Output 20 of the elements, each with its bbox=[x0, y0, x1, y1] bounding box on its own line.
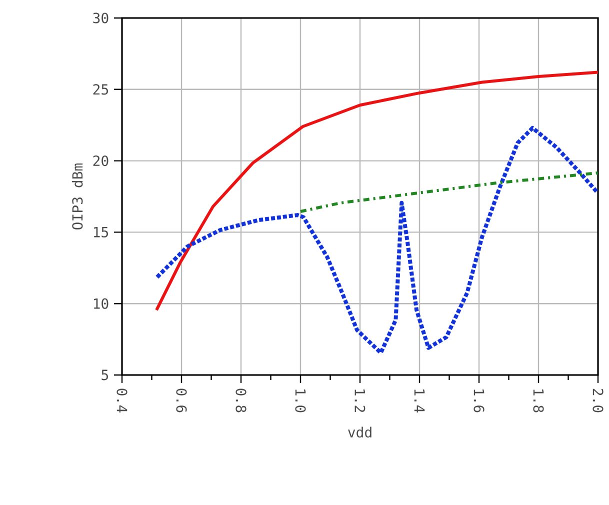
x-tick-label: 1.4 bbox=[414, 390, 425, 412]
x-tick-label: 2.0 bbox=[592, 388, 604, 412]
line-series bbox=[155, 126, 598, 355]
x-tick-label: 1.6 bbox=[474, 390, 484, 412]
y-tick-label: 5 bbox=[102, 370, 108, 380]
y-tick-label: 10 bbox=[94, 298, 108, 309]
x-tick-label: 1.2 bbox=[354, 390, 366, 412]
x-tick-label: 0.4 bbox=[116, 388, 128, 412]
y-tick-label: 30 bbox=[93, 12, 108, 24]
x-tick-label: 1.8 bbox=[533, 390, 544, 412]
line-series bbox=[155, 70, 598, 312]
y-tick-label: 20 bbox=[93, 155, 108, 166]
x-tick-label: 0.8 bbox=[236, 388, 246, 412]
x-tick-label: 0.6 bbox=[176, 388, 187, 412]
x-axis-title: vdd bbox=[348, 426, 372, 438]
y-axis-title: OIP3 dBm bbox=[72, 163, 83, 230]
line-series bbox=[299, 171, 598, 213]
x-tick-label: 1.0 bbox=[295, 390, 306, 412]
y-tick-label: 25 bbox=[93, 84, 108, 95]
y-tick-label: 15 bbox=[94, 226, 108, 238]
